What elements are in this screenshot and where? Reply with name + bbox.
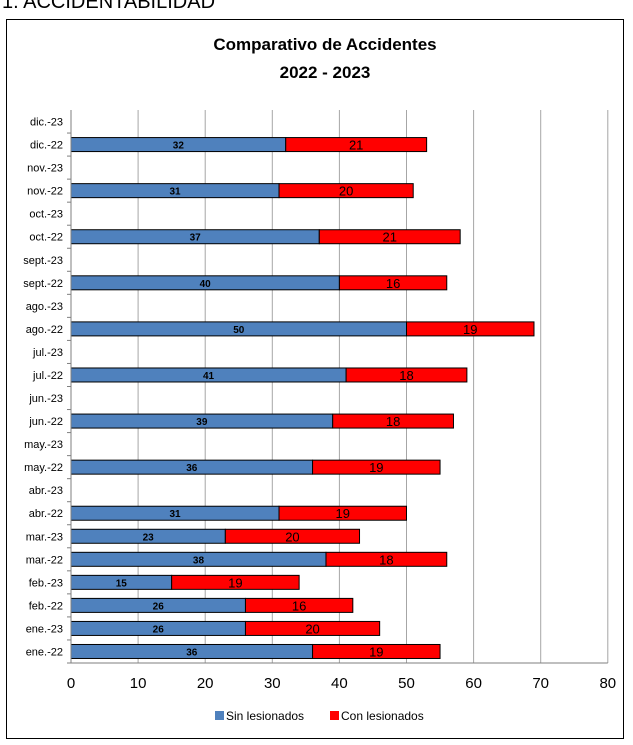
data-label-sin-lesionados: 36 xyxy=(186,463,198,474)
data-label-con-lesionados: 20 xyxy=(305,621,319,636)
data-label-sin-lesionados: 37 xyxy=(190,233,202,244)
x-tick-label: 0 xyxy=(67,675,75,692)
data-label-sin-lesionados: 26 xyxy=(153,601,165,612)
legend-label-con-lesionados: Con lesionados xyxy=(341,709,424,723)
y-tick-label: nov.-22 xyxy=(27,186,63,198)
stacked-bar-chart: Comparativo de Accidentes 2022 - 2023 36… xyxy=(23,35,616,723)
data-label-sin-lesionados: 26 xyxy=(153,624,165,635)
y-tick-label: abr.-23 xyxy=(29,485,63,497)
legend-swatch-sin-lesionados xyxy=(215,711,224,720)
x-tick-label: 50 xyxy=(398,675,415,692)
page-heading: 1. ACCIDENTABILIDAD xyxy=(2,0,216,13)
data-label-con-lesionados: 18 xyxy=(379,552,393,567)
y-tick-label: oct.-22 xyxy=(29,232,63,244)
y-tick-label: oct.-23 xyxy=(29,209,63,221)
x-tick-label: 60 xyxy=(465,675,482,692)
y-tick-label: ago.-23 xyxy=(26,301,63,313)
y-tick-label: jul.-23 xyxy=(32,347,63,359)
x-tick-label: 40 xyxy=(331,675,348,692)
y-tick-label: dic.-22 xyxy=(30,140,63,152)
y-tick-label: feb.-22 xyxy=(29,600,63,612)
data-label-con-lesionados: 20 xyxy=(339,184,353,199)
data-label-sin-lesionados: 31 xyxy=(169,187,181,198)
data-label-con-lesionados: 19 xyxy=(228,575,242,590)
bar-con-lesionados xyxy=(312,459,441,475)
data-label-con-lesionados: 19 xyxy=(463,322,477,337)
bar-con-lesionados xyxy=(325,551,448,567)
x-tick-label: 70 xyxy=(532,675,549,692)
y-tick-label: abr.-22 xyxy=(29,508,63,520)
data-label-sin-lesionados: 32 xyxy=(173,141,185,152)
chart-area: Comparativo de Accidentes 2022 - 2023 36… xyxy=(6,19,624,739)
bar-con-lesionados xyxy=(345,367,468,383)
y-tick-label: may.-23 xyxy=(24,439,63,451)
y-tick-label: nov.-23 xyxy=(27,163,63,175)
y-tick-label: dic.-23 xyxy=(30,117,63,129)
y-tick-label: may.-22 xyxy=(24,462,63,474)
x-tick-label: 20 xyxy=(197,675,214,692)
y-tick-label: ene.-22 xyxy=(26,646,63,658)
data-label-con-lesionados: 18 xyxy=(399,368,413,383)
bar-con-lesionados xyxy=(171,574,300,590)
data-label-con-lesionados: 21 xyxy=(349,138,363,153)
bar-con-lesionados xyxy=(244,597,354,613)
y-tick-label: sept.-23 xyxy=(23,255,63,267)
bar-con-lesionados xyxy=(318,229,461,245)
bar-con-lesionados xyxy=(224,528,361,544)
bar-con-lesionados xyxy=(338,275,448,291)
data-label-sin-lesionados: 50 xyxy=(233,325,245,336)
data-label-sin-lesionados: 40 xyxy=(200,279,212,290)
x-tick-label: 80 xyxy=(599,675,616,692)
y-tick-label: ago.-22 xyxy=(26,324,63,336)
data-label-sin-lesionados: 15 xyxy=(116,578,128,589)
data-label-con-lesionados: 19 xyxy=(369,644,383,659)
x-tick-label: 10 xyxy=(130,675,147,692)
bar-con-lesionados xyxy=(244,620,381,636)
y-tick-label: mar.-22 xyxy=(26,554,63,566)
chart-subtitle: 2022 - 2023 xyxy=(280,63,371,82)
bars: 36 19 26 20 26 16 15 19 38 18 23 20 31 19 36 19 39 18 41 18… xyxy=(70,137,535,659)
axes: 0 10 20 30 40 50 60 70 80 ene.-22 ene.-23 feb.-22 fe… xyxy=(23,110,616,692)
bar-con-lesionados xyxy=(278,505,408,521)
data-label-con-lesionados: 21 xyxy=(382,230,396,245)
data-label-con-lesionados: 18 xyxy=(386,414,400,429)
legend-label-sin-lesionados: Sin lesionados xyxy=(226,709,304,723)
data-label-sin-lesionados: 36 xyxy=(186,647,198,658)
bar-con-lesionados xyxy=(406,321,535,337)
data-label-con-lesionados: 19 xyxy=(369,460,383,475)
bar-con-lesionados xyxy=(312,643,441,659)
data-label-sin-lesionados: 23 xyxy=(143,532,155,543)
data-label-con-lesionados: 19 xyxy=(336,506,350,521)
y-tick-label: feb.-23 xyxy=(29,577,63,589)
bar-con-lesionados xyxy=(278,183,414,199)
legend: Sin lesionados Con lesionados xyxy=(215,709,424,723)
x-tick-label: 30 xyxy=(264,675,281,692)
gridlines xyxy=(137,110,609,663)
y-tick-label: mar.-23 xyxy=(26,531,63,543)
y-tick-label: jul.-22 xyxy=(32,370,63,382)
bar-con-lesionados xyxy=(285,137,428,153)
data-label-sin-lesionados: 38 xyxy=(193,555,205,566)
bar-con-lesionados xyxy=(332,413,454,429)
data-label-con-lesionados: 16 xyxy=(292,598,306,613)
y-tick-label: jun.-22 xyxy=(28,416,63,428)
data-label-con-lesionados: 20 xyxy=(285,529,299,544)
y-tick-label: sept.-22 xyxy=(23,278,63,290)
y-tick-label: ene.-23 xyxy=(26,623,63,635)
data-label-sin-lesionados: 41 xyxy=(203,371,215,382)
y-tick-label: jun.-23 xyxy=(28,393,63,405)
data-label-sin-lesionados: 39 xyxy=(196,417,208,428)
data-label-sin-lesionados: 31 xyxy=(169,509,181,520)
data-label-con-lesionados: 16 xyxy=(386,276,400,291)
legend-swatch-con-lesionados xyxy=(330,711,339,720)
chart-title: Comparativo de Accidentes xyxy=(213,35,436,54)
